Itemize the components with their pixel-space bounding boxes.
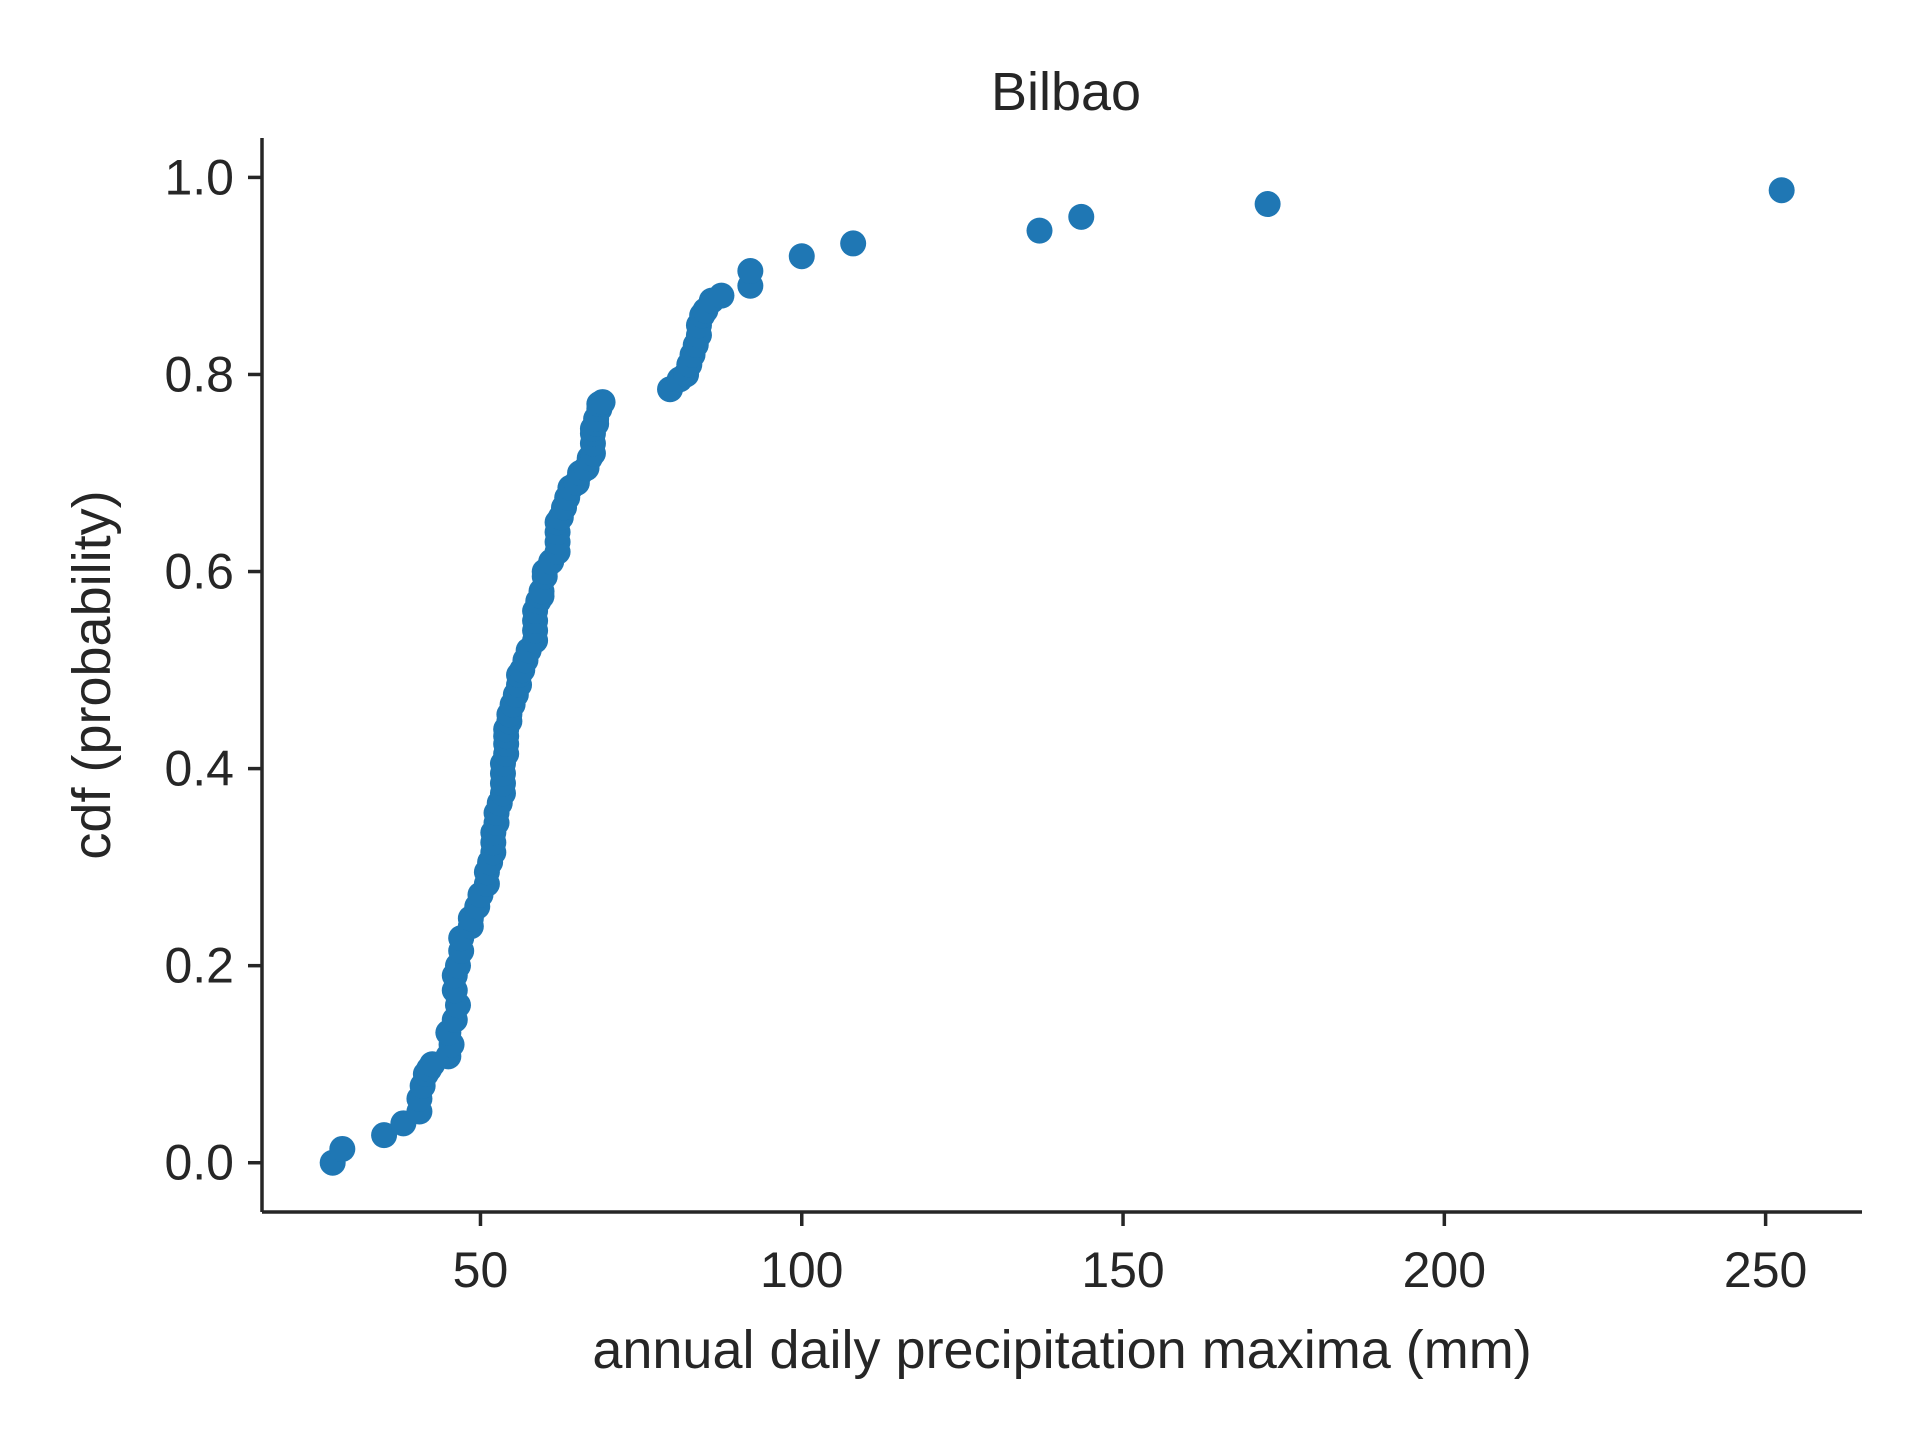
y-tick-label: 0.6 [164,544,234,600]
y-tick-label: 0.2 [164,938,234,994]
data-point [1026,217,1053,244]
data-point [1254,191,1281,218]
x-axis-ticks: 50 100 150 200 250 [453,1212,1807,1298]
chart-title: Bilbao [991,62,1141,122]
data-point [788,243,815,270]
data-point [329,1135,356,1162]
data-point [737,258,764,285]
y-tick-label: 1.0 [164,149,234,205]
data-point [1068,203,1095,230]
x-tick-label: 100 [760,1242,843,1298]
y-axis-label: cdf (probability) [62,490,122,859]
data-point [589,389,616,416]
x-tick-label: 150 [1081,1242,1164,1298]
x-tick-label: 50 [453,1242,509,1298]
data-point [1768,177,1795,204]
data-point [708,282,735,309]
y-tick-label: 0.4 [164,741,234,797]
y-tick-label: 0.0 [164,1135,234,1191]
data-point [371,1122,398,1149]
data-points [319,177,1795,1176]
x-tick-label: 250 [1724,1242,1807,1298]
y-axis-ticks: 0.0 0.2 0.4 0.6 0.8 1.0 [164,149,262,1191]
x-tick-label: 200 [1403,1242,1486,1298]
y-tick-label: 0.8 [164,346,234,402]
x-axis-label: annual daily precipitation maxima (mm) [592,1320,1531,1380]
data-point [840,230,867,257]
